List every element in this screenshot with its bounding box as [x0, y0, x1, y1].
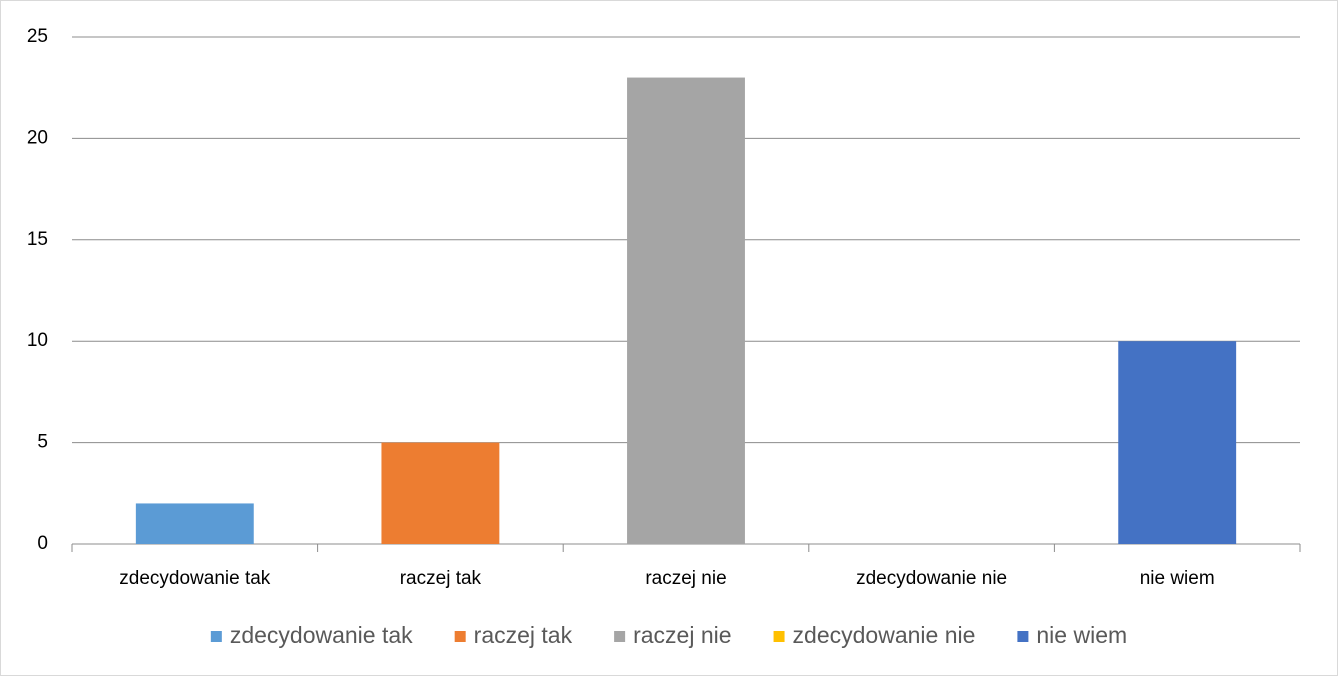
bar [135, 503, 254, 544]
legend-label: raczej tak [474, 622, 573, 648]
y-tick-label: 5 [37, 432, 48, 453]
x-tick-label: raczej tak [400, 568, 482, 589]
y-tick-label: 0 [37, 533, 48, 554]
x-tick-label: zdecydowanie tak [119, 568, 271, 589]
y-tick-label: 20 [27, 127, 48, 148]
legend-label: raczej nie [633, 622, 731, 648]
legend-swatch [614, 631, 626, 642]
legend-swatch [454, 631, 466, 642]
x-tick-label: nie wiem [1140, 568, 1215, 589]
y-tick-label: 15 [27, 229, 48, 250]
bar [1118, 341, 1237, 544]
legend-label: zdecydowanie tak [230, 622, 413, 648]
legend-swatch [1017, 631, 1029, 642]
legend-label: nie wiem [1036, 622, 1127, 648]
legend-swatch [773, 631, 785, 642]
bar [381, 442, 500, 544]
x-tick-label: raczej nie [645, 568, 726, 589]
y-tick-label: 25 [27, 26, 48, 47]
x-tick-label: zdecydowanie nie [856, 568, 1007, 589]
bar [627, 77, 745, 544]
y-tick-label: 10 [27, 330, 48, 351]
legend-swatch [210, 631, 222, 642]
legend-label: zdecydowanie nie [793, 622, 976, 648]
